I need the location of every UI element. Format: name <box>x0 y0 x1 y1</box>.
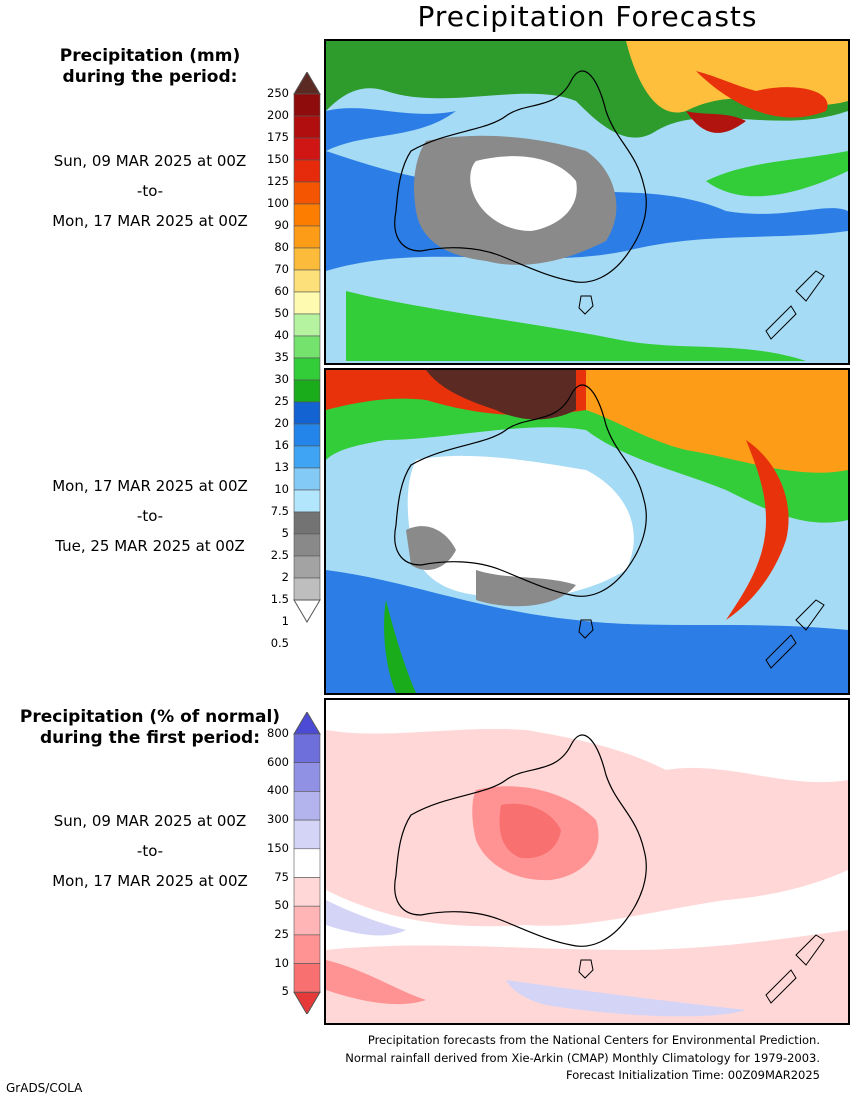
normal-colorbar-tick-label: 10 <box>274 955 289 970</box>
normal-colorbar-swatch <box>293 733 321 764</box>
normal-colorbar-tick-label: 50 <box>274 898 289 913</box>
normal-legend-heading: Precipitation (% of normal) during the f… <box>0 707 300 749</box>
precip-colorbar-tick-label: 7.5 <box>270 504 289 518</box>
precip-colorbar-swatch <box>293 467 321 491</box>
map-panel-percent-normal <box>324 698 850 1025</box>
period1-start: Sun, 09 MAR 2025 at 00Z <box>53 152 247 170</box>
precip-colorbar-arrow-top <box>293 72 321 95</box>
precip-colorbar-swatch <box>293 555 321 579</box>
precip-colorbar-tick-label: 60 <box>274 284 289 298</box>
precip-colorbar-tick-label: 250 <box>267 86 289 100</box>
normal-colorbar-arrow-top <box>293 712 321 735</box>
precip-colorbar-swatch <box>293 401 321 425</box>
precip-colorbar-tick-label: 80 <box>274 240 289 254</box>
precip-colorbar-swatch <box>293 115 321 139</box>
normal-colorbar-tick-label: 75 <box>274 869 289 884</box>
normal-colorbar-tick-label: 150 <box>267 840 289 855</box>
precip-legend-heading: Precipitation (mm) during the period: <box>0 46 300 88</box>
precip-colorbar-tick-label: 16 <box>274 438 289 452</box>
precip-colorbar-tick-label: 200 <box>267 108 289 122</box>
precip-colorbar-tick-label: 125 <box>267 174 289 188</box>
precip-colorbar-swatch <box>293 335 321 359</box>
normal-colorbar-tick-label: 25 <box>274 926 289 941</box>
precip-colorbar-tick-label: 100 <box>267 196 289 210</box>
page-title: Precipitation Forecasts <box>417 0 758 33</box>
normal-colorbar-swatch <box>293 791 321 821</box>
precip-colorbar-swatch <box>293 357 321 381</box>
period2-end: Tue, 25 MAR 2025 at 00Z <box>55 537 245 555</box>
footer-line2: Normal rainfall derived from Xie-Arkin (… <box>345 1050 820 1065</box>
precip-colorbar-arrow-bottom <box>293 599 321 623</box>
precip-colorbar-swatch <box>293 423 321 447</box>
precip-colorbar-tick-label: 25 <box>274 394 289 408</box>
precip-colorbar-swatch <box>293 269 321 293</box>
normal-legend-heading-line1: Precipitation (% of normal) <box>19 707 281 727</box>
precip-colorbar-swatch <box>293 203 321 227</box>
precip-colorbar-tick-label: 10 <box>274 482 289 496</box>
precip-colorbar-swatch <box>293 313 321 337</box>
footer-line1: Precipitation forecasts from the Nationa… <box>367 1033 820 1047</box>
precip-colorbar-tick-label: 13 <box>274 460 289 474</box>
precip-colorbar-tick-label: 30 <box>274 372 289 386</box>
precip-colorbar-tick-label: 150 <box>267 152 289 166</box>
precip-colorbar-tick-label: 1 <box>281 614 289 628</box>
precip-colorbar-tick-label: 70 <box>274 262 289 276</box>
normal-colorbar-tick-label: 800 <box>267 726 289 740</box>
precip-colorbar-swatch <box>293 489 321 513</box>
normal-legend-heading-line2: during the first period: <box>39 728 261 748</box>
precip-colorbar-swatch <box>293 511 321 535</box>
period1-sep: -to- <box>136 182 164 200</box>
period2-start: Mon, 17 MAR 2025 at 00Z <box>52 477 248 495</box>
precip-colorbar-tick-label: 90 <box>274 218 289 232</box>
precip-colorbar-swatch <box>293 159 321 183</box>
normal-colorbar-swatch <box>293 877 321 907</box>
grads-brand: GrADS/COLA <box>6 1081 83 1095</box>
precip-legend-heading-line1: Precipitation (mm) <box>59 46 241 66</box>
period3-sep: -to- <box>136 842 164 860</box>
precip-colorbar-tick-label: 0.5 <box>270 636 289 650</box>
precip-colorbar-swatch <box>293 181 321 205</box>
map-panel-period1 <box>324 39 850 365</box>
normal-colorbar-tick-label: 5 <box>281 984 289 999</box>
precip-colorbar-swatch <box>293 247 321 271</box>
precip-colorbar-swatch <box>293 577 321 601</box>
footer-notes: Precipitation forecasts from the Nationa… <box>345 1032 820 1085</box>
precip-colorbar-tick-label: 175 <box>267 130 289 144</box>
normal-colorbar-swatch <box>293 848 321 878</box>
precip-colorbar-tick-label: 20 <box>274 416 289 430</box>
normal-colorbar-tick-label: 600 <box>267 754 289 769</box>
precip-colorbar <box>293 72 321 623</box>
precip-colorbar-swatch <box>293 291 321 315</box>
period1-end: Mon, 17 MAR 2025 at 00Z <box>52 212 248 230</box>
normal-colorbar <box>293 712 321 1014</box>
precip-colorbar-swatch <box>293 137 321 161</box>
precip-colorbar-tick-label: 2.5 <box>270 548 289 562</box>
normal-colorbar-swatch <box>293 934 321 964</box>
precip-legend-heading-line2: during the period: <box>62 67 238 87</box>
precip-colorbar-tick-label: 40 <box>274 328 289 342</box>
precip-colorbar-swatch <box>293 93 321 117</box>
footer-line3: Forecast Initialization Time: 00Z09MAR20… <box>566 1068 820 1082</box>
precip-colorbar-swatch <box>293 225 321 249</box>
precip-colorbar-tick-label: 50 <box>274 306 289 320</box>
normal-colorbar-arrow-bottom <box>293 991 321 1014</box>
period2-sep: -to- <box>136 507 164 525</box>
precip-colorbar-swatch <box>293 445 321 469</box>
precip-colorbar-tick-label: 1.5 <box>270 592 289 606</box>
normal-colorbar-swatch <box>293 963 321 993</box>
normal-colorbar-tick-label: 300 <box>267 812 289 827</box>
map-panel-period2 <box>324 368 850 695</box>
precip-colorbar-tick-label: 35 <box>274 350 289 364</box>
normal-colorbar-tick-label: 400 <box>267 783 289 798</box>
precip-colorbar-tick-label: 2 <box>281 570 289 584</box>
normal-colorbar-swatch <box>293 762 321 792</box>
normal-colorbar-swatch <box>293 905 321 936</box>
normal-colorbar-swatch <box>293 819 321 850</box>
precip-colorbar-tick-label: 5 <box>281 526 289 540</box>
period3-end: Mon, 17 MAR 2025 at 00Z <box>52 872 248 890</box>
precip-colorbar-swatch <box>293 379 321 403</box>
precip-colorbar-swatch <box>293 533 321 557</box>
period3-start: Sun, 09 MAR 2025 at 00Z <box>53 812 247 830</box>
